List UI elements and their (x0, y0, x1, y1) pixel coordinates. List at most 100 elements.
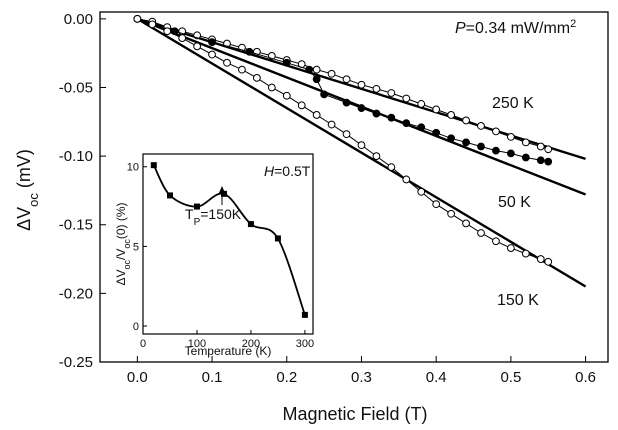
inset-data-series (150, 162, 308, 318)
data-point (417, 187, 426, 196)
label-50k: 50 K (498, 194, 531, 211)
label-250k: 250 K (492, 95, 534, 112)
x-tick-label: 0.1 (202, 369, 223, 386)
main-plot-frame (99, 11, 609, 363)
data-point (387, 163, 396, 171)
data-point (312, 65, 321, 74)
data-point (372, 84, 381, 93)
data-point (432, 128, 441, 137)
data-point (267, 83, 276, 92)
data-point (506, 133, 515, 141)
main-x-axis-title: Magnetic Field (T) (282, 404, 427, 424)
data-point (305, 65, 314, 74)
power-annotation: P=0.34 mW/mm2 (455, 18, 576, 37)
y-tick-label: -0.20 (59, 285, 93, 302)
data-point (462, 138, 470, 147)
data-point (536, 255, 545, 263)
data-point (492, 127, 500, 136)
data-point (447, 134, 456, 143)
data-point (148, 20, 157, 29)
data-point (417, 123, 426, 132)
data-point (178, 34, 187, 42)
data-point (245, 47, 254, 56)
y-tick-label: -0.05 (59, 79, 93, 96)
data-point (544, 145, 553, 154)
main-data-series (133, 14, 553, 266)
inset-x-tick-label: 0 (140, 338, 146, 350)
data-point (432, 200, 441, 209)
data-point (544, 257, 553, 266)
data-point (282, 91, 291, 100)
data-point (312, 75, 321, 84)
data-point (208, 50, 216, 59)
data-point (357, 141, 366, 150)
y-tick-label: -0.25 (59, 354, 93, 371)
data-point (282, 58, 291, 67)
data-point (357, 80, 366, 89)
data-point (506, 149, 515, 158)
data-point (342, 130, 351, 139)
data-point (521, 249, 530, 258)
data-point (477, 229, 485, 237)
x-tick-label: 0.3 (351, 369, 372, 386)
data-point (133, 14, 142, 23)
data-point (462, 116, 470, 125)
inset-y-tick-label: 0 (133, 321, 139, 333)
y-tick-label: -0.10 (59, 148, 93, 165)
label-150k: 150 K (497, 292, 539, 309)
data-point (223, 58, 231, 67)
inset-tp-arrowhead (219, 186, 225, 193)
inset-data-point (301, 311, 308, 318)
data-point (387, 89, 396, 97)
data-point (372, 109, 381, 118)
data-point (521, 153, 530, 162)
inset-field-annotation: H=0.5T (264, 163, 311, 179)
inset-y-tick-label: 5 (133, 241, 139, 253)
inset-axis-ticks: 0 100 200 300 0 5 10 (127, 162, 314, 350)
inset-x-tick-label: 300 (296, 338, 314, 350)
inset-plot-frame (142, 153, 314, 335)
data-point (536, 156, 545, 165)
data-point (477, 122, 485, 130)
data-point (163, 27, 172, 36)
data-point (521, 138, 530, 147)
data-point (297, 101, 306, 110)
data-point (492, 237, 500, 246)
y-tick-label: -0.15 (59, 217, 93, 234)
data-point (402, 119, 411, 128)
data-point (402, 94, 411, 103)
main-y-axis-title: ΔVoc (mV) (14, 149, 41, 231)
data-point (342, 75, 351, 84)
data-point (372, 152, 381, 161)
data-point (357, 104, 366, 112)
inset-x-tick-label: 200 (242, 338, 260, 350)
x-tick-label: 0.6 (575, 369, 596, 386)
inset-data-point (193, 203, 200, 210)
inset-data-point (166, 192, 173, 199)
inset-data-point (247, 221, 254, 228)
data-point (536, 142, 545, 151)
data-point (506, 244, 515, 252)
data-point (193, 42, 202, 51)
data-point (544, 157, 553, 166)
data-point (447, 111, 456, 119)
data-point (387, 113, 396, 122)
inset-data-point (274, 235, 281, 242)
data-point (402, 175, 411, 184)
main-axis-ticks: 0.0 0.1 0.2 0.3 0.4 0.5 0.6 0.00 -0.05 -0.10 -0.15… (59, 11, 596, 386)
x-tick-label: 0.2 (276, 369, 297, 386)
data-point (327, 69, 336, 78)
data-point (477, 142, 485, 151)
data-point (208, 38, 216, 47)
data-point (327, 120, 336, 129)
data-point (320, 90, 329, 99)
data-point (417, 100, 426, 108)
inset-data-point (220, 190, 227, 197)
data-point (342, 98, 351, 107)
inset-x-tick-label: 100 (188, 338, 206, 350)
x-tick-label: 0.4 (426, 369, 447, 386)
x-tick-label: 0.5 (500, 369, 521, 386)
y-tick-label: 0.00 (64, 11, 93, 28)
data-point (432, 105, 441, 114)
